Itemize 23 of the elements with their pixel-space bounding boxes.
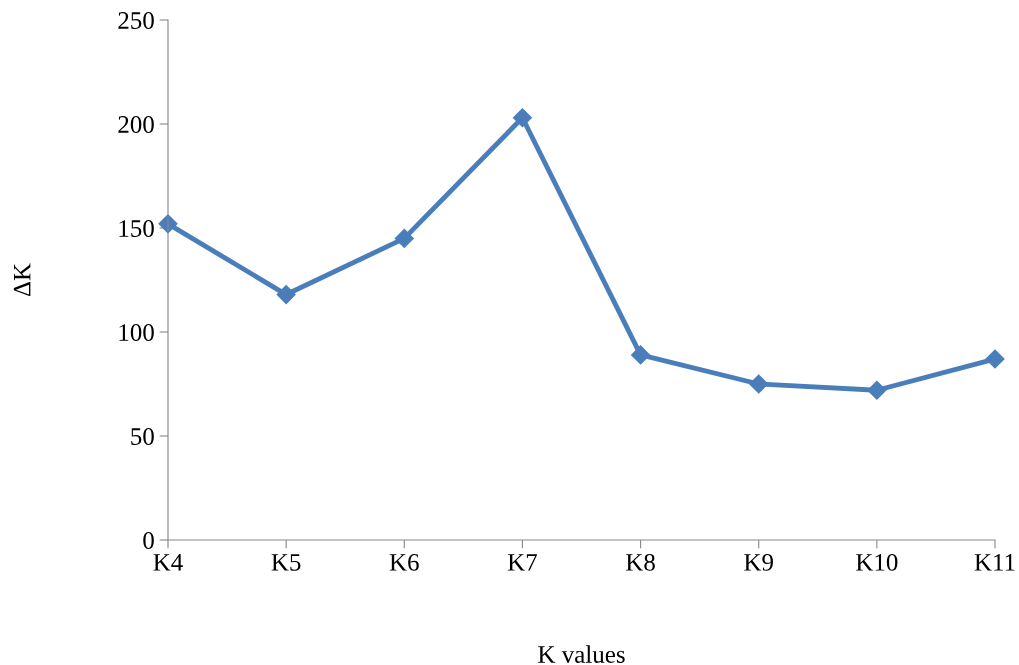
point	[276, 285, 296, 305]
y-tick-label: 200	[118, 116, 154, 133]
x-tick-label: K9	[744, 553, 773, 571]
x-tick-label: K11	[974, 554, 1015, 571]
point	[749, 374, 769, 394]
x-tick-label: K10	[856, 553, 898, 571]
point	[867, 380, 887, 400]
y-tick-label: 250	[118, 12, 154, 29]
point	[631, 345, 651, 365]
y-axis-title: ΔK	[13, 263, 31, 297]
x-axis-title: K values	[538, 645, 625, 663]
x-tick-label: K7	[507, 554, 537, 571]
x-tick-label: K5	[271, 554, 301, 571]
point	[512, 108, 532, 128]
point	[985, 349, 1005, 369]
y-tick-label: 0	[143, 532, 154, 549]
x-tick-label: K6	[389, 553, 419, 571]
y-tick-label: 100	[119, 324, 154, 341]
point	[394, 228, 414, 248]
y-tick-label: 150	[119, 220, 154, 237]
x-tick-label: K8	[626, 553, 655, 571]
y-tick-label: 50	[131, 428, 154, 445]
x-tick-label: K4	[153, 554, 183, 571]
